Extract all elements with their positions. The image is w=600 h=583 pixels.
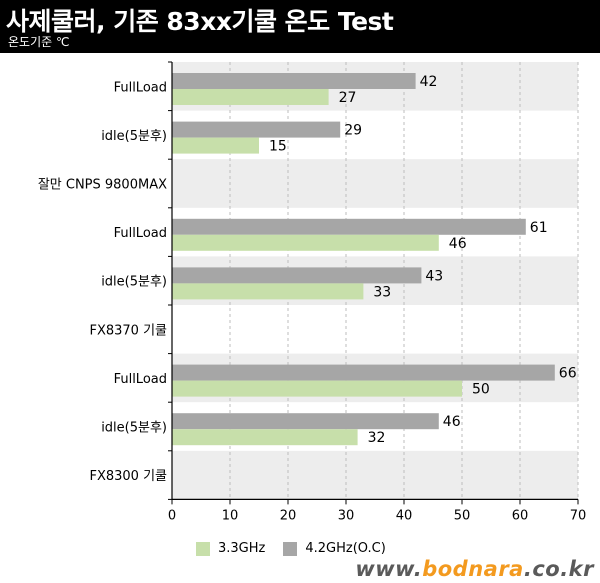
watermark-prefix: www. — [355, 557, 423, 581]
data-label-series1: 32 — [368, 430, 386, 446]
watermark-suffix: .co.kr — [523, 557, 594, 581]
bar-series2 — [172, 267, 422, 284]
chart-header: 사제쿨러, 기존 83xx기쿨 온도 Test 온도기준 ℃ — [0, 0, 600, 53]
legend-label-series1: 3.3GHz — [218, 541, 266, 556]
category-label: FullLoad — [114, 372, 167, 387]
category-label: idle(5분후) — [101, 421, 167, 436]
watermark-logo: www.bodnara.co.kr — [355, 557, 594, 581]
bar-series2 — [172, 218, 526, 235]
x-tick-label: 10 — [222, 508, 239, 523]
x-tick-label: 50 — [454, 508, 471, 523]
category-label: FX8370 기쿨 — [89, 323, 167, 338]
chart-title: 사제쿨러, 기존 83xx기쿨 온도 Test — [6, 7, 394, 36]
bar-series2 — [172, 73, 416, 89]
watermark-brand: bodnara — [422, 557, 524, 581]
data-label-series1: 50 — [472, 382, 490, 398]
x-tick-label: 70 — [570, 508, 587, 523]
category-label: FullLoad — [114, 226, 167, 241]
bar-series1 — [172, 380, 462, 397]
legend-item-series2: 4.2GHz(O.C) — [283, 541, 386, 556]
data-label-series2: 46 — [443, 414, 461, 430]
data-label-series1: 15 — [269, 139, 287, 155]
row-band — [172, 159, 578, 208]
bar-series1 — [172, 234, 439, 251]
row-band — [172, 450, 578, 500]
x-tick-label: 60 — [512, 508, 529, 523]
bar-chart: 42 27 29 15 61 46 43 33 66 50 46 32 0 10 20 30 40 50 60 70 F… — [38, 61, 587, 523]
bar-series2 — [172, 413, 439, 430]
category-label: idle(5분후) — [101, 129, 167, 144]
x-tick-label: 20 — [280, 508, 297, 523]
bar-series1 — [172, 283, 364, 300]
bar-series1 — [172, 137, 259, 154]
data-label-series2: 29 — [344, 123, 362, 139]
chart-legend: 3.3GHz 4.2GHz(O.C) — [196, 541, 404, 556]
data-label-series2: 66 — [559, 366, 577, 382]
legend-swatch-series2 — [283, 541, 298, 556]
x-tick-label: 30 — [338, 508, 355, 523]
bar-series1 — [172, 89, 329, 105]
category-label: FullLoad — [114, 80, 167, 95]
x-tick-label: 40 — [396, 508, 413, 523]
legend-item-series1: 3.3GHz — [196, 541, 265, 556]
x-tick-label: 0 — [168, 508, 176, 523]
category-label: 잘만 CNPS 9800MAX — [38, 178, 167, 193]
bar-series2 — [172, 364, 555, 381]
bar-series1 — [172, 429, 358, 446]
data-label-series1: 27 — [339, 90, 357, 106]
legend-swatch-series1 — [196, 541, 210, 556]
category-label: idle(5분후) — [101, 275, 167, 290]
data-label-series2: 42 — [420, 74, 438, 90]
bar-series2 — [172, 121, 341, 138]
category-label: FX8300 기쿨 — [89, 469, 167, 484]
data-label-series1: 46 — [449, 236, 467, 252]
data-label-series1: 33 — [373, 284, 391, 300]
data-label-series2: 43 — [425, 268, 443, 284]
chart-subtitle: 온도기준 ℃ — [8, 35, 70, 49]
data-label-series2: 61 — [530, 220, 548, 236]
legend-label-series2: 4.2GHz(O.C) — [305, 541, 386, 556]
